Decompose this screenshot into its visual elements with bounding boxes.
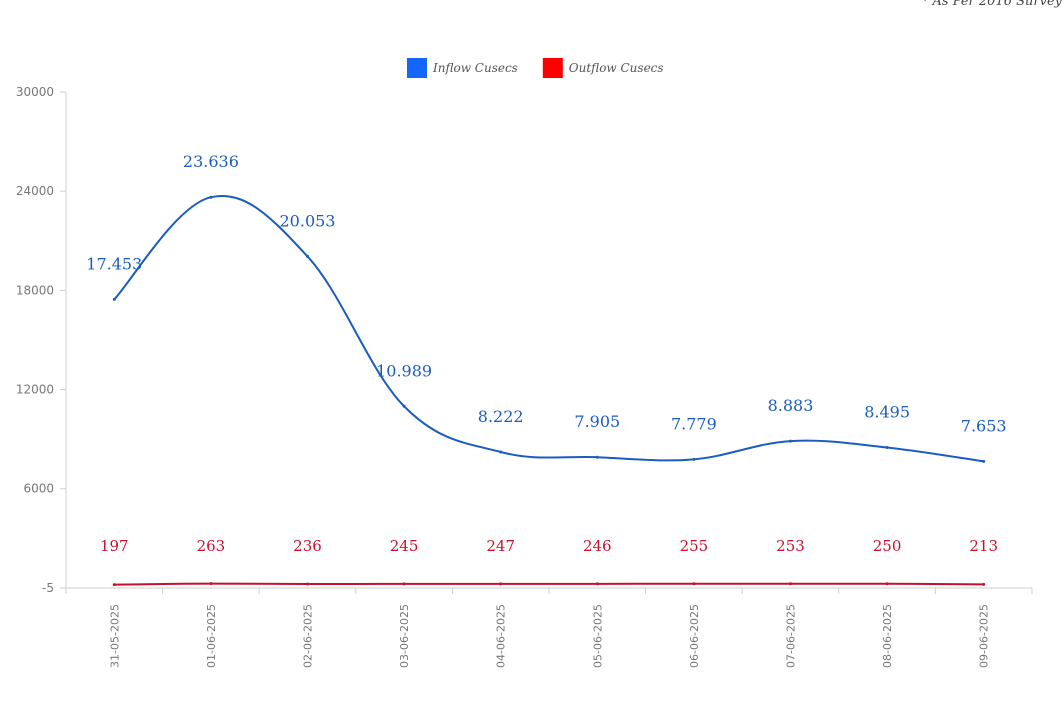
outflow-data-point (885, 582, 889, 586)
x-tick-label: 01-06-2025 (205, 604, 218, 668)
inflow-data-label: 7.905 (574, 412, 620, 431)
y-tick-label: -5 (42, 581, 54, 595)
outflow-data-label: 245 (390, 537, 419, 555)
inflow-data-point (499, 450, 503, 454)
y-tick-label: 6000 (23, 482, 54, 496)
inflow-data-label: 23.636 (183, 152, 239, 171)
x-tick-label: 06-06-2025 (688, 604, 701, 668)
inflow-data-point (789, 439, 792, 443)
inflow-data-label: 8.883 (768, 396, 814, 415)
inflow-data-label: 8.222 (478, 407, 524, 426)
x-tick-label: 08-06-2025 (881, 604, 894, 668)
y-tick-label: 12000 (16, 383, 54, 397)
y-tick-label: 30000 (16, 85, 54, 99)
outflow-data-label: 253 (776, 537, 805, 555)
inflow-data-label: 8.495 (864, 402, 910, 421)
x-tick-label: 31-05-2025 (108, 604, 121, 668)
outflow-data-label: 236 (293, 537, 322, 555)
inflow-data-point (595, 455, 599, 459)
data-labels: 17.453 23.636 20.053 10.989 8.222 7.905 7.779 8… (86, 152, 1006, 555)
inflow-data-label: 10.989 (376, 361, 432, 380)
footnote-text: * As Per 2016 Survey (921, 0, 1062, 9)
outflow-data-point (112, 583, 116, 587)
axes: -5 6000 12000 18000 24000 30000 31-05-2025 01-0… (16, 85, 1033, 668)
inflow-data-point (692, 457, 696, 461)
x-tick-label: 09-06-2025 (978, 604, 991, 668)
outflow-data-point (595, 582, 599, 586)
y-tick-label: 18000 (16, 283, 54, 297)
x-tick-label: 07-06-2025 (785, 604, 798, 668)
inflow-data-point (982, 459, 986, 463)
series-group (112, 195, 986, 587)
outflow-data-label: 255 (680, 537, 709, 555)
outflow-data-point (499, 582, 503, 586)
x-tick-label: 04-06-2025 (495, 604, 508, 668)
inflow-data-label: 7.779 (671, 414, 717, 433)
inflow-data-point (306, 254, 309, 258)
outflow-data-label: 246 (583, 537, 612, 555)
outflow-data-point (982, 582, 986, 586)
inflow-data-label: 20.053 (280, 211, 336, 230)
outflow-data-point (692, 582, 696, 586)
y-tick-label: 24000 (16, 184, 54, 198)
inflow-data-label: 17.453 (86, 254, 142, 273)
outflow-data-label: 263 (197, 537, 226, 555)
x-tick-label: 03-06-2025 (398, 604, 411, 668)
inflow-data-point (209, 195, 213, 199)
inflow-data-point (112, 297, 116, 301)
inflow-data-label: 7.653 (961, 416, 1007, 435)
inflow-legend-swatch (407, 58, 427, 78)
inflow-data-point (885, 445, 889, 449)
outflow-data-point (402, 582, 406, 586)
x-tick-label: 02-06-2025 (302, 604, 315, 668)
outflow-data-point (209, 582, 213, 586)
inflow-legend-label: Inflow Cusecs (432, 61, 518, 75)
outflow-legend-swatch (542, 58, 563, 78)
outflow-data-label: 250 (873, 537, 902, 555)
x-tick-label: 05-06-2025 (591, 604, 604, 668)
outflow-legend-label: Outflow Cusecs (569, 61, 664, 75)
outflow-series-line (114, 582, 984, 586)
inflow-series-line (113, 195, 984, 463)
outflow-data-point (789, 582, 792, 586)
outflow-data-point (306, 582, 309, 586)
outflow-data-label: 213 (969, 537, 998, 555)
inflow-data-point (402, 404, 406, 408)
legend: Inflow Cusecs Outflow Cusecs (407, 58, 664, 78)
outflow-data-label: 247 (486, 537, 515, 555)
outflow-data-label: 197 (100, 537, 129, 555)
